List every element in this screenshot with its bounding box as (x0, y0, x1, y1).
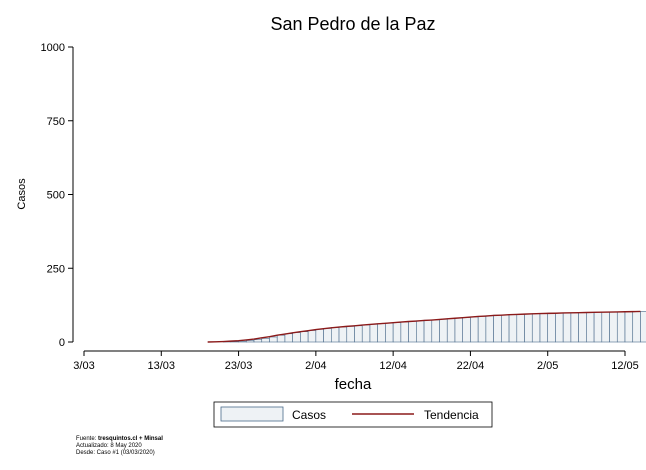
bar (508, 314, 518, 343)
bar (369, 323, 378, 343)
x-tick-label: 12/04 (379, 360, 407, 372)
bar (454, 317, 464, 343)
bar (292, 332, 301, 343)
y-axis-label: Casos (16, 178, 28, 210)
bar (338, 326, 348, 343)
bar (547, 312, 556, 343)
bar (276, 334, 286, 343)
bar (331, 327, 340, 343)
bar (400, 321, 409, 343)
source-note: Fuente: tresquintos.cl + Minsal Actualiz… (76, 436, 163, 457)
bar (555, 312, 564, 343)
bar (501, 314, 510, 343)
bar (284, 333, 293, 343)
legend-swatch-casos (220, 406, 284, 422)
bar (609, 311, 618, 343)
x-tick-label: 3/03 (73, 360, 94, 372)
legend-label-casos: Casos (292, 408, 326, 422)
x-tick-label: 12/05 (611, 360, 639, 372)
bar (446, 318, 456, 343)
bar (361, 324, 371, 343)
bar (354, 325, 363, 343)
bar (385, 322, 394, 343)
bar (392, 322, 402, 343)
bar (423, 319, 433, 343)
bar (246, 340, 255, 343)
x-axis-label: fecha (335, 376, 372, 393)
y-tick-label: 0 (59, 337, 65, 349)
x-tick-label: 2/04 (305, 360, 326, 372)
bar (531, 313, 541, 343)
bar (261, 338, 270, 343)
bar (416, 320, 425, 343)
trend-layer (207, 310, 641, 343)
bar (408, 321, 417, 343)
bar (307, 330, 317, 343)
bar (253, 339, 263, 343)
source-line-2: Actualizado: 8 May 2020 (76, 443, 142, 449)
bar (493, 314, 502, 343)
bar (524, 313, 533, 343)
x-tick-label: 13/03 (148, 360, 176, 372)
bar (431, 319, 440, 343)
chart-title: San Pedro de la Paz (270, 14, 435, 34)
bar (315, 329, 324, 343)
bar (624, 311, 634, 343)
bar (485, 315, 494, 343)
x-tick-label: 2/05 (537, 360, 558, 372)
y-tick-label: 250 (47, 263, 65, 275)
bar (377, 323, 386, 343)
bar (570, 312, 579, 343)
bar (346, 326, 355, 343)
legend-label-tendencia: Tendencia (424, 408, 479, 422)
bar (586, 312, 595, 343)
bar (601, 311, 610, 343)
x-tick-label: 22/04 (457, 360, 485, 372)
bar (477, 316, 487, 343)
axes-layer: 0 250 500 750 1000 3/03 13/03 23/03 2/04 12/04 22/… (41, 42, 639, 372)
legend: Casos Tendencia (213, 401, 493, 428)
trend-line (207, 310, 641, 343)
bar (640, 311, 646, 343)
bar (616, 311, 626, 343)
bar (593, 311, 603, 343)
bar (439, 318, 448, 343)
bar (516, 313, 525, 343)
bar (578, 312, 587, 343)
bar (323, 328, 332, 343)
bar (470, 316, 479, 343)
bar (462, 317, 471, 343)
bars-layer (222, 311, 646, 343)
source-line-1: Fuente: tresquintos.cl + Minsal (76, 436, 163, 442)
bar (539, 313, 549, 343)
source-line-3: Desde: Caso #1 (03/03/2020) (76, 450, 155, 456)
y-tick-label: 500 (47, 190, 65, 202)
y-tick-label: 1000 (41, 42, 65, 54)
bar (269, 336, 278, 343)
x-tick-label: 23/03 (225, 360, 253, 372)
bar (562, 312, 572, 343)
bar (300, 331, 309, 343)
bar (632, 311, 641, 343)
y-tick-label: 750 (47, 116, 65, 128)
